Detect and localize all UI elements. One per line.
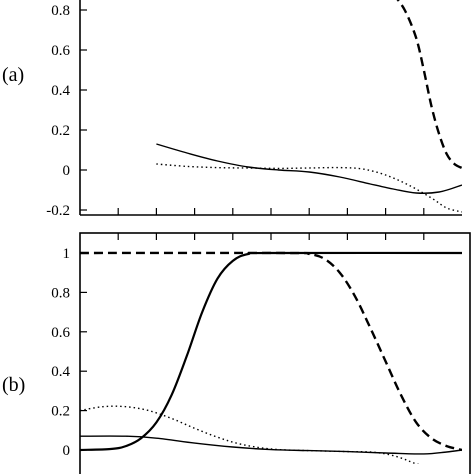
panel-a-ticks: 0.8 0.6 0.4 0.2 0 -0.2 <box>46 3 425 219</box>
panel-b-series-3-line <box>80 405 420 464</box>
panel-b-ytick-label-1: 0.8 <box>51 285 70 301</box>
panel-a-ytick-label-1: 0.6 <box>51 43 70 59</box>
panel-a-ytick-label-5: -0.2 <box>46 203 70 219</box>
panel-a-series-1-line <box>156 163 462 213</box>
panel-a-ytick-label-2: 0.4 <box>51 83 70 99</box>
panel-a-ytick-label-3: 0.2 <box>51 123 70 139</box>
panel-a-ytick-label-0: 0.8 <box>51 3 70 19</box>
panel-b-ticks: 1 0.8 0.6 0.4 0.2 0 <box>51 233 425 459</box>
panel-a-series <box>156 0 462 213</box>
panel-a: (a) 0.8 0.6 0.4 0.2 0 -0.2 <box>2 0 462 219</box>
panel-b-ytick-label-0: 1 <box>63 246 71 262</box>
panel-b-series-1-line <box>80 251 462 452</box>
panel-b-ytick-label-5: 0 <box>63 443 71 459</box>
panel-b-ytick-label-4: 0.2 <box>51 404 70 420</box>
panel-b-series-2-line <box>80 435 462 455</box>
panel-b-ytick-label-3: 0.4 <box>51 364 70 380</box>
panel-b-ytick-label-2: 0.6 <box>51 325 70 341</box>
panel-a-series-2-line <box>396 0 462 170</box>
panel-b-series-0-line <box>80 251 462 452</box>
panel-b: (b) 1 0.8 0.6 0.4 0.2 0 <box>2 232 471 474</box>
panel-b-series <box>80 251 462 464</box>
panel-b-label: (b) <box>2 374 25 396</box>
panel-a-series-0-line <box>156 143 462 194</box>
panel-a-label: (a) <box>2 64 24 86</box>
panel-b-frame <box>79 232 471 474</box>
panel-a-ytick-label-4: 0 <box>63 163 71 179</box>
